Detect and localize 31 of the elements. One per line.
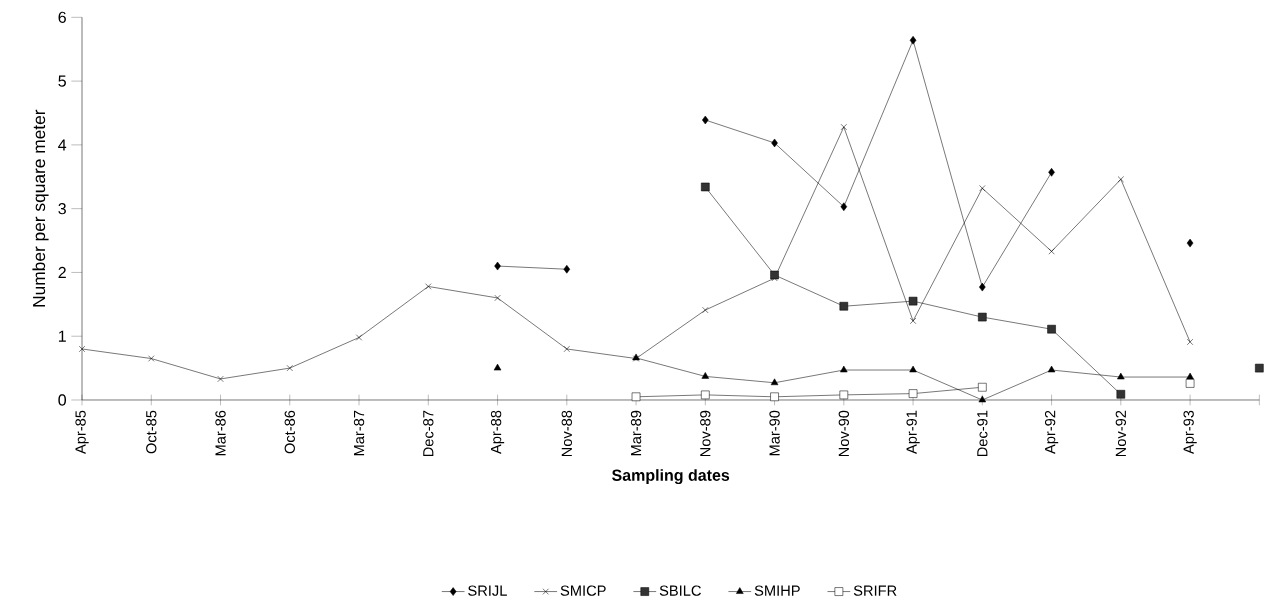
x-tick-label: Apr-88 xyxy=(490,410,505,455)
x-tick-label: Apr-93 xyxy=(1183,410,1197,455)
x-tick-label: Mar-87 xyxy=(353,410,365,456)
y-tick-label: 3 xyxy=(58,203,66,215)
x-tick-label: Dec-91 xyxy=(977,410,988,457)
x-tick-label: Dec-87 xyxy=(423,410,434,457)
x-tick-label: Nov-89 xyxy=(700,410,711,457)
x-tick-label: Nov-92 xyxy=(1115,410,1127,457)
y-tick-label: 1 xyxy=(58,330,66,342)
y-tick-label: 2 xyxy=(58,266,66,279)
legend-label: SRIFR xyxy=(853,585,897,596)
x-tick-label: Oct-85 xyxy=(146,410,157,454)
x-axis-title: Sampling dates xyxy=(612,469,730,485)
legend-label: SMICP xyxy=(560,585,606,596)
y-tick-label: 4 xyxy=(58,139,67,151)
y-tick-label: 5 xyxy=(58,75,66,87)
y-tick-label: 6 xyxy=(58,11,66,23)
y-axis-title: Number per square meter xyxy=(32,109,49,307)
y-tick-label: 0 xyxy=(58,394,67,406)
x-tick-label: Apr-85 xyxy=(75,410,89,455)
x-tick-label: Apr-92 xyxy=(1044,410,1059,455)
legend-label: SRIJL xyxy=(468,585,507,596)
x-tick-label: Nov-90 xyxy=(838,410,850,457)
legend-label: SBILC xyxy=(659,585,701,596)
x-tick-label: Nov-88 xyxy=(561,410,572,457)
x-tick-label: Mar-89 xyxy=(630,410,642,456)
x-tick-label: Mar-86 xyxy=(215,410,226,456)
x-tick-label: Mar-90 xyxy=(769,410,780,456)
x-tick-label: Apr-91 xyxy=(906,410,920,455)
legend-label: SMIHP xyxy=(754,585,800,596)
x-tick-label: Oct-86 xyxy=(284,410,295,454)
